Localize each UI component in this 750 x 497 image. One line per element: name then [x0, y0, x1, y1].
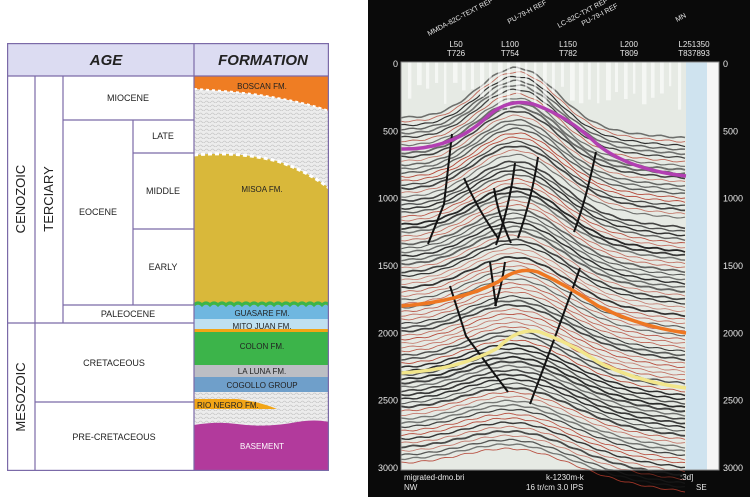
- depth-axis-left: 0 500 1000 1500 2000 2500 3000: [378, 59, 398, 473]
- fault-lines: [427, 133, 597, 405]
- colon-formation: [194, 332, 329, 365]
- cogollo-label: COGOLLO GROUP: [226, 381, 297, 390]
- cenozoic-label: CENOZOIC: [13, 165, 28, 234]
- footer-scale: k-1230m-k: [546, 473, 585, 482]
- mesozoic-label: MESOZOIC: [13, 362, 28, 431]
- footer-code: :3d]: [680, 473, 693, 482]
- depth-tick-left: 2000: [378, 328, 398, 338]
- paleocene-label: PALEOCENE: [101, 309, 155, 319]
- trace-t726: T726: [447, 49, 466, 58]
- footer-speed: 16 tr/cm 3.0 IPS: [526, 483, 583, 492]
- misoa-label: MISOA FM.: [241, 185, 282, 194]
- ref-label-5: MN: [675, 12, 688, 23]
- colon-label: COLON FM.: [240, 342, 284, 351]
- trace-t837: T837893: [678, 49, 710, 58]
- depth-tick-left: 1000: [378, 194, 398, 204]
- depth-tick-left: 3000: [378, 463, 398, 473]
- trace-t754: T754: [501, 49, 520, 58]
- late-label: LATE: [152, 131, 174, 141]
- eocene-label: EOCENE: [79, 207, 117, 217]
- la-luna-formation: [194, 365, 329, 377]
- formation-header: FORMATION: [218, 52, 309, 69]
- horizon-middle: [400, 268, 687, 335]
- seismic-noise: [408, 62, 682, 111]
- rio-negro-formation: [194, 399, 277, 409]
- middle-label: MIDDLE: [146, 186, 180, 196]
- mito-juan-formation: [194, 319, 329, 331]
- trace-l250: L251350: [678, 40, 710, 49]
- seismic-section: MMDA-82C-TEXT REF PU-79-H REF LC-82C-TXT…: [368, 0, 750, 497]
- depth-tick-right: 2500: [723, 396, 743, 406]
- mito-juan-label: MITO JUAN FM.: [233, 322, 292, 331]
- basement-formation: [194, 420, 329, 471]
- la-luna-label: LA LUNA FM.: [238, 367, 286, 376]
- depth-tick-right: 1000: [723, 194, 743, 204]
- guasare-label: GUASARE FM.: [234, 309, 289, 318]
- basement-label: BASEMENT: [240, 442, 284, 451]
- horizon-top: [400, 100, 687, 178]
- trace-l100: L100: [501, 40, 519, 49]
- depth-tick-right: 3000: [723, 463, 743, 473]
- depth-tick-right: 1500: [723, 261, 743, 271]
- age-header: AGE: [89, 52, 124, 69]
- footer-filename: migrated-dmo.bri: [404, 473, 465, 482]
- trace-l200: L200: [620, 40, 638, 49]
- early-label: EARLY: [149, 262, 178, 272]
- trace-l50: L50: [449, 40, 463, 49]
- footer-left-direction: NW: [404, 483, 418, 492]
- misoa-formation: [194, 153, 329, 305]
- horizon-lower: [400, 329, 687, 390]
- footer-right-direction: SE: [696, 483, 707, 492]
- cretaceous-label: CRETACEOUS: [83, 358, 145, 368]
- depth-axis-right: 0 500 1000 1500 2000 2500 3000: [723, 59, 743, 473]
- stratigraphic-column: AGE FORMATION BOSCAN FM. MISOA FM. GUASA…: [7, 43, 329, 471]
- rio-negro-label: RIO NEGRO FM.: [197, 401, 259, 410]
- depth-tick-left: 0: [393, 59, 398, 69]
- boscan-label: BOSCAN FM.: [237, 82, 287, 91]
- tertiary-label: TERCIARY: [41, 166, 56, 232]
- header-bg: [7, 43, 329, 76]
- boscan-formation: [194, 76, 329, 111]
- miocene-label: MIOCENE: [107, 93, 149, 103]
- depth-tick-right: 0: [723, 59, 728, 69]
- pre-cretaceous-label: PRE-CRETACEOUS: [72, 432, 155, 442]
- depth-tick-left: 1500: [378, 261, 398, 271]
- guasare-formation: [194, 305, 329, 319]
- depth-tick-right: 2000: [723, 328, 743, 338]
- depth-tick-left: 2500: [378, 396, 398, 406]
- cogollo-formation: [194, 377, 329, 392]
- trace-l150: L150: [559, 40, 577, 49]
- trace-t782: T782: [559, 49, 578, 58]
- depth-tick-left: 500: [383, 126, 398, 136]
- trace-t809: T809: [620, 49, 639, 58]
- depth-tick-right: 500: [723, 126, 738, 136]
